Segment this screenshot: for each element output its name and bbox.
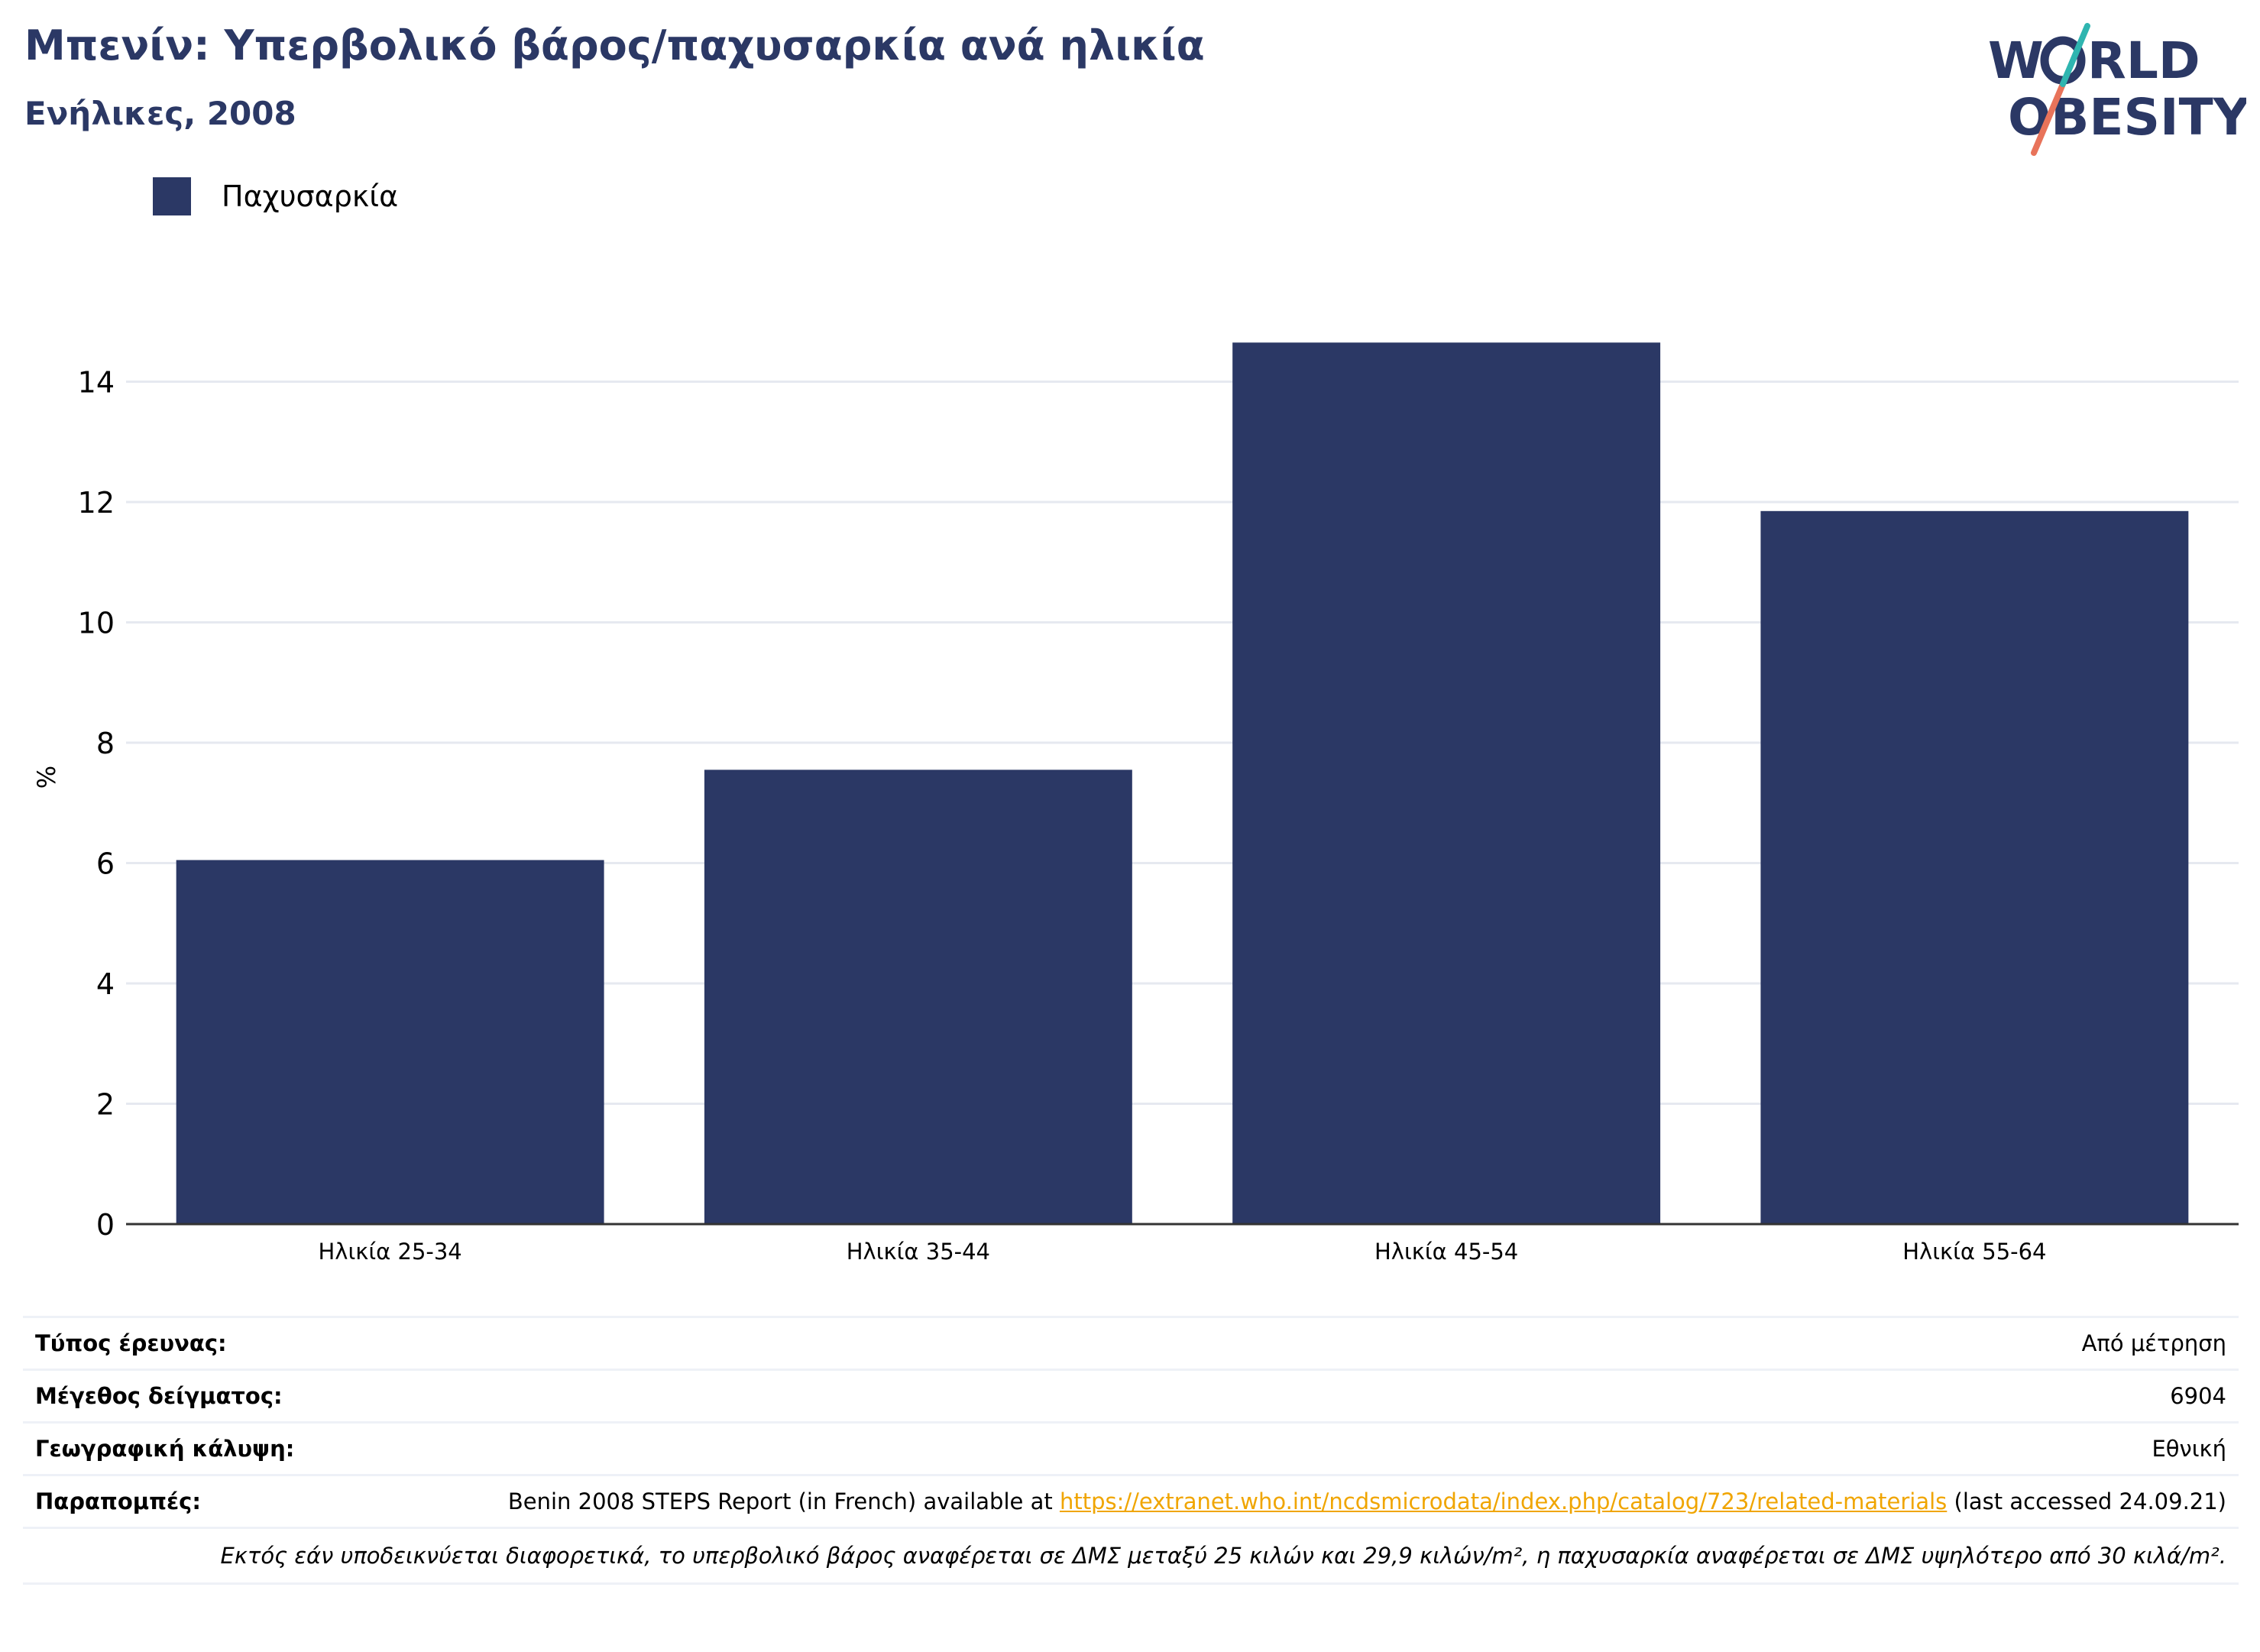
references-label: Παραπομπές:	[35, 1488, 201, 1514]
coverage-label: Γεωγραφική κάλυψη:	[35, 1436, 295, 1462]
y-tick-label: 12	[78, 486, 115, 520]
bar	[704, 769, 1132, 1224]
y-tick-label: 4	[96, 967, 115, 1001]
svg-text:W: W	[1988, 31, 2044, 90]
references-value: Benin 2008 STEPS Report (in French) avai…	[508, 1488, 2226, 1514]
y-tick-label: 10	[78, 607, 115, 640]
bar	[176, 860, 604, 1224]
svg-text:RLD: RLD	[2087, 31, 2200, 90]
info-table: Τύπος έρευνας: Από μέτρηση Μέγεθος δείγμ…	[23, 1316, 2239, 1585]
sample-size-value: 6904	[2170, 1383, 2226, 1409]
y-tick-label: 14	[78, 366, 115, 400]
bar	[1760, 510, 2189, 1224]
references-suffix: (last accessed 24.09.21)	[1947, 1488, 2227, 1514]
y-tick-label: 2	[96, 1088, 115, 1122]
x-tick-label: Ηλικία 35-44	[847, 1239, 990, 1265]
info-row-coverage: Γεωγραφική κάλυψη: Εθνική	[23, 1421, 2239, 1474]
y-tick-label: 6	[96, 847, 115, 881]
footnote: Εκτός εάν υποδεικνύεται διαφορετικά, το …	[23, 1527, 2239, 1585]
sample-size-label: Μέγεθος δείγματος:	[35, 1383, 283, 1409]
legend-swatch	[153, 177, 191, 215]
legend: Παχυσαρκία	[153, 177, 398, 215]
x-tick-label: Ηλικία 45-54	[1374, 1239, 1518, 1265]
survey-type-label: Τύπος έρευνας:	[35, 1330, 227, 1356]
info-row-references: Παραπομπές: Benin 2008 STEPS Report (in …	[23, 1474, 2239, 1527]
info-row-sample-size: Μέγεθος δείγματος: 6904	[23, 1369, 2239, 1421]
chart-title: Μπενίν: Υπερβολικό βάρος/παχυσαρκία ανά …	[24, 21, 1205, 70]
survey-type-value: Από μέτρηση	[2081, 1330, 2226, 1356]
references-link[interactable]: https://extranet.who.int/ncdsmicrodata/i…	[1059, 1488, 1948, 1514]
y-axis-label: %	[32, 766, 61, 789]
chart-subtitle: Ενήλικες, 2008	[24, 95, 296, 132]
x-tick-label: Ηλικία 25-34	[318, 1239, 461, 1265]
bar-chart: 0 2 4 6 8 10 12 14% Ηλικία 25-34 Ηλικία 35-44 Ηλικ…	[32, 342, 2239, 1265]
bar	[1232, 342, 1661, 1224]
coverage-value: Εθνική	[2152, 1436, 2226, 1462]
y-tick-label: 8	[96, 727, 115, 760]
references-prefix: Benin 2008 STEPS Report (in French) avai…	[507, 1488, 1060, 1514]
y-tick-label: 0	[96, 1208, 115, 1242]
world-obesity-logo: W RLD OBESITY	[1988, 23, 2246, 156]
info-row-survey-type: Τύπος έρευνας: Από μέτρηση	[23, 1316, 2239, 1369]
x-tick-label: Ηλικία 55-64	[1902, 1239, 2046, 1265]
legend-label: Παχυσαρκία	[222, 180, 399, 213]
